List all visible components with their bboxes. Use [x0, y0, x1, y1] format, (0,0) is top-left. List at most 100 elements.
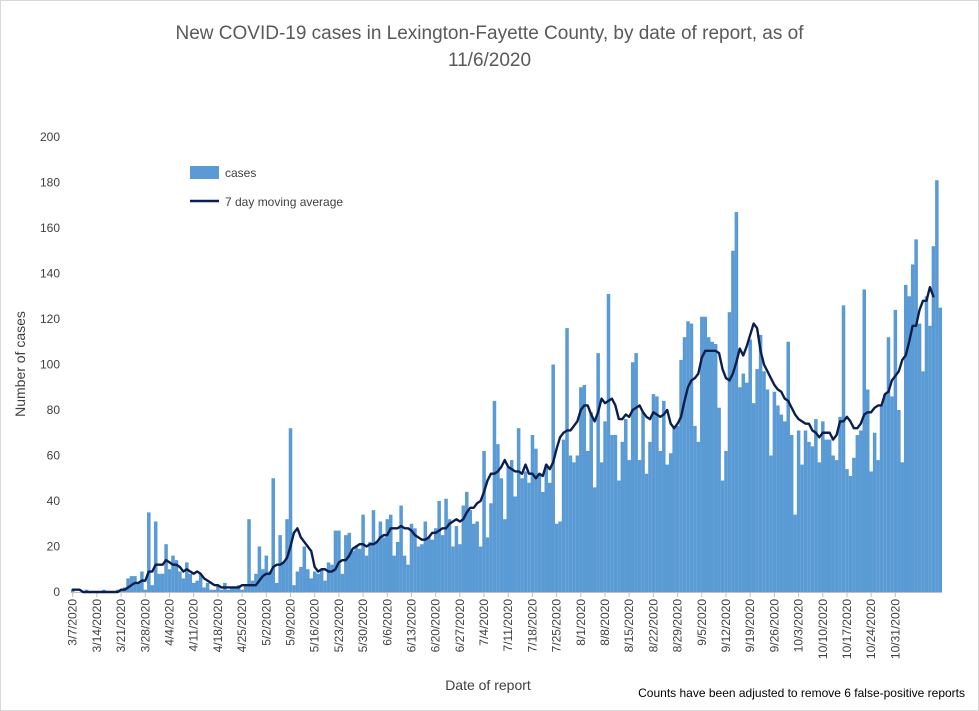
bar-cases: [810, 446, 815, 592]
bar-cases: [620, 441, 625, 592]
bar-cases: [748, 339, 752, 592]
bar-cases: [772, 391, 777, 592]
x-tick-label: 3/7/2020: [66, 599, 80, 646]
bar-cases: [523, 471, 528, 592]
bar-cases: [416, 546, 421, 592]
bar-cases: [503, 519, 507, 592]
bar-cases: [900, 462, 905, 592]
y-tick-label: 180: [40, 176, 60, 190]
bar-cases: [499, 478, 504, 592]
bar-cases: [924, 296, 929, 592]
bar-cases: [831, 455, 835, 592]
bar-cases: [247, 519, 251, 592]
legend: cases 7 day moving average: [190, 166, 343, 209]
bar-cases: [395, 541, 400, 592]
bar-cases: [651, 394, 656, 592]
bar-cases: [340, 573, 345, 592]
bar-cases: [689, 323, 694, 592]
x-tick-label: 9/26/2020: [767, 599, 781, 653]
x-tick-label: 8/15/2020: [622, 599, 636, 653]
bar-cases: [167, 569, 172, 592]
bar-cases: [191, 582, 196, 592]
x-tick-label: 4/11/2020: [187, 599, 201, 652]
bar-cases: [413, 528, 417, 592]
bar-cases: [606, 293, 611, 592]
bar-cases: [354, 546, 358, 592]
bar-cases: [624, 419, 628, 592]
bar-cases: [596, 353, 600, 593]
bar-cases: [931, 246, 936, 592]
bar-cases: [696, 441, 701, 592]
y-tick-label: 200: [40, 130, 60, 144]
bar-cases: [388, 514, 393, 592]
x-tick-label: 7/4/2020: [477, 599, 491, 646]
bar-cases: [485, 537, 490, 592]
bar-cases: [541, 491, 545, 592]
y-axis-label: Number of cases: [12, 311, 28, 417]
bar-cases: [758, 334, 763, 592]
bar-cases: [319, 569, 324, 592]
bar-cases: [216, 585, 220, 592]
bar-cases: [872, 432, 877, 592]
x-tick-label: 5/16/2020: [308, 599, 322, 653]
bar-cases: [637, 460, 642, 592]
bar-cases: [368, 541, 372, 592]
bar-cases: [281, 562, 286, 592]
chart-title-line-2: 11/6/2020: [447, 50, 532, 71]
bar-cases: [471, 523, 476, 592]
bar-cases: [582, 384, 587, 592]
x-tick-label: 8/22/2020: [646, 599, 660, 653]
bar-cases: [859, 430, 863, 592]
bar-cases: [243, 585, 248, 592]
bar-cases: [579, 387, 583, 592]
bar-cases: [292, 585, 296, 592]
bar-cases: [738, 387, 742, 592]
bar-cases: [178, 571, 182, 592]
bar-cases: [547, 482, 552, 592]
bar-cases: [897, 410, 901, 592]
bar-cases: [679, 359, 683, 592]
bar-cases: [630, 362, 635, 592]
bar-cases: [482, 450, 486, 592]
x-tick-label: 8/29/2020: [671, 599, 685, 653]
bar-cases: [572, 462, 576, 592]
bar-cases: [769, 455, 773, 592]
bar-cases: [903, 284, 908, 593]
bar-cases: [534, 448, 538, 592]
x-tick-label: 6/27/2020: [453, 599, 467, 653]
bar-cases: [537, 473, 542, 592]
bar-cases: [876, 460, 880, 592]
bar-cases: [879, 405, 884, 592]
bar-cases: [478, 546, 483, 592]
bar-cases: [458, 544, 462, 592]
bar-cases: [668, 453, 673, 592]
bar-cases: [371, 510, 376, 592]
y-tick-label: 120: [40, 312, 60, 326]
bar-cases: [430, 539, 434, 592]
bar-cases: [914, 239, 918, 593]
bar-cases: [440, 535, 445, 593]
bar-cases: [461, 505, 466, 592]
x-tick-label: 10/24/2020: [864, 599, 878, 659]
bar-cases: [198, 573, 203, 592]
bar-cases: [827, 439, 832, 592]
bar-cases: [226, 589, 231, 592]
y-tick-label: 40: [47, 494, 61, 508]
bar-cases: [375, 541, 379, 592]
bar-cases: [164, 544, 168, 592]
bar-cases: [686, 321, 690, 592]
y-tick-label: 140: [40, 267, 60, 281]
bar-cases: [454, 526, 459, 592]
bar-cases: [793, 514, 797, 592]
bar-cases: [433, 528, 438, 592]
bar-cases: [865, 389, 870, 592]
x-tick-label: 9/12/2020: [719, 599, 733, 653]
bar-cases: [672, 428, 676, 592]
bar-cases: [233, 587, 237, 592]
x-tick-label: 9/5/2020: [695, 599, 709, 646]
bar-cases: [727, 312, 732, 592]
bar-cases: [765, 389, 770, 592]
legend-label-moving-average: 7 day moving average: [225, 195, 343, 209]
bar-cases: [188, 573, 193, 592]
